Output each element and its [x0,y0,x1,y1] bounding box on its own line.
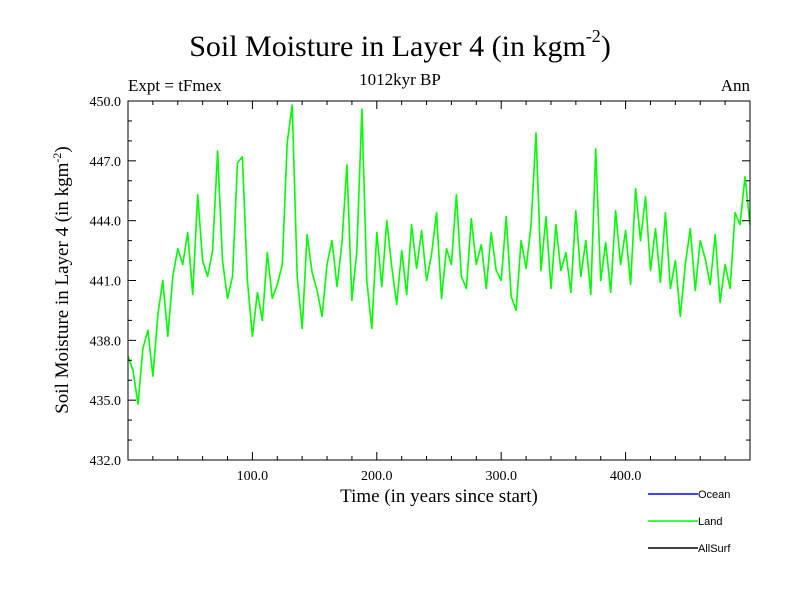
x-tick-label: 200.0 [361,469,393,484]
y-tick-label: 438.0 [90,334,122,349]
y-tick-label: 447.0 [90,155,122,170]
y-tick-label: 441.0 [90,275,122,290]
y-tick-label: 450.0 [90,95,122,110]
season-label: Ann [720,76,750,95]
x-tick-label: 100.0 [237,469,269,484]
legend-label-ocean: Ocean [698,489,730,501]
y-tick-label: 444.0 [90,215,122,230]
x-tick-label: 300.0 [485,469,517,484]
y-tick-label: 435.0 [90,394,122,409]
legend-label-land: Land [698,516,722,528]
legend-label-allsurf: AllSurf [698,543,731,555]
y-tick-label: 432.0 [90,454,122,469]
x-tick-label: 400.0 [610,469,642,484]
plot-frame [127,100,751,461]
experiment-label: Expt = tFmex [128,76,222,95]
chart-title: Soil Moisture in Layer 4 (in kgm-2) [189,26,611,63]
x-axis-label: Time (in years since start) [340,486,538,507]
period-label: 1012kyr BP [359,70,441,89]
series-line-land [127,104,751,406]
legend: Ocean Land AllSurf [648,489,731,555]
y-axis-label: Soil Moisture in Layer 4 (in kgm-2) [50,146,73,414]
